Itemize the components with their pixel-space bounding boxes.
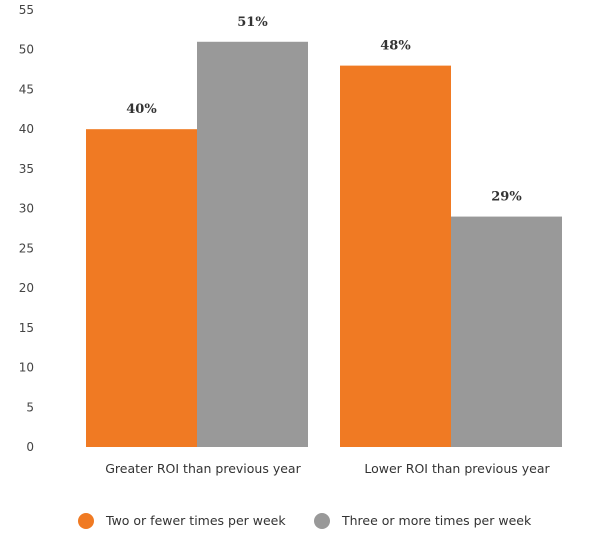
y-tick-label: 40 bbox=[19, 122, 34, 136]
x-axis: Greater ROI than previous year Lower ROI … bbox=[105, 461, 550, 476]
data-label: 48% bbox=[380, 39, 411, 54]
x-category-label: Greater ROI than previous year bbox=[105, 461, 301, 476]
bar-two-or-fewer-greater-roi bbox=[86, 129, 197, 447]
y-axis: 0 5 10 15 20 25 30 35 40 45 50 55 bbox=[19, 3, 34, 454]
bar-three-or-more-greater-roi bbox=[197, 41, 308, 447]
legend-label: Three or more times per week bbox=[341, 513, 532, 528]
bars bbox=[86, 41, 562, 448]
y-tick-label: 45 bbox=[19, 82, 34, 96]
legend: Two or fewer times per week Three or more… bbox=[78, 513, 532, 529]
y-tick-label: 15 bbox=[19, 321, 34, 335]
legend-swatch bbox=[78, 513, 94, 529]
y-tick-label: 35 bbox=[19, 162, 34, 176]
data-label: 40% bbox=[126, 102, 157, 117]
x-category-label: Lower ROI than previous year bbox=[364, 461, 550, 476]
legend-label: Two or fewer times per week bbox=[105, 513, 286, 528]
data-labels: 40% 51% 48% 29% bbox=[126, 15, 522, 205]
y-tick-label: 10 bbox=[19, 361, 34, 375]
legend-swatch bbox=[314, 513, 330, 529]
bar-three-or-more-lower-roi bbox=[451, 216, 562, 447]
y-tick-label: 55 bbox=[19, 3, 34, 17]
y-tick-label: 25 bbox=[19, 241, 34, 255]
y-tick-label: 5 bbox=[26, 400, 34, 414]
y-tick-label: 0 bbox=[26, 440, 34, 454]
y-tick-label: 50 bbox=[19, 43, 34, 57]
bar-two-or-fewer-lower-roi bbox=[340, 65, 451, 448]
data-label: 51% bbox=[237, 15, 268, 30]
data-label: 29% bbox=[491, 190, 522, 205]
y-tick-label: 20 bbox=[19, 281, 34, 295]
y-tick-label: 30 bbox=[19, 202, 34, 216]
